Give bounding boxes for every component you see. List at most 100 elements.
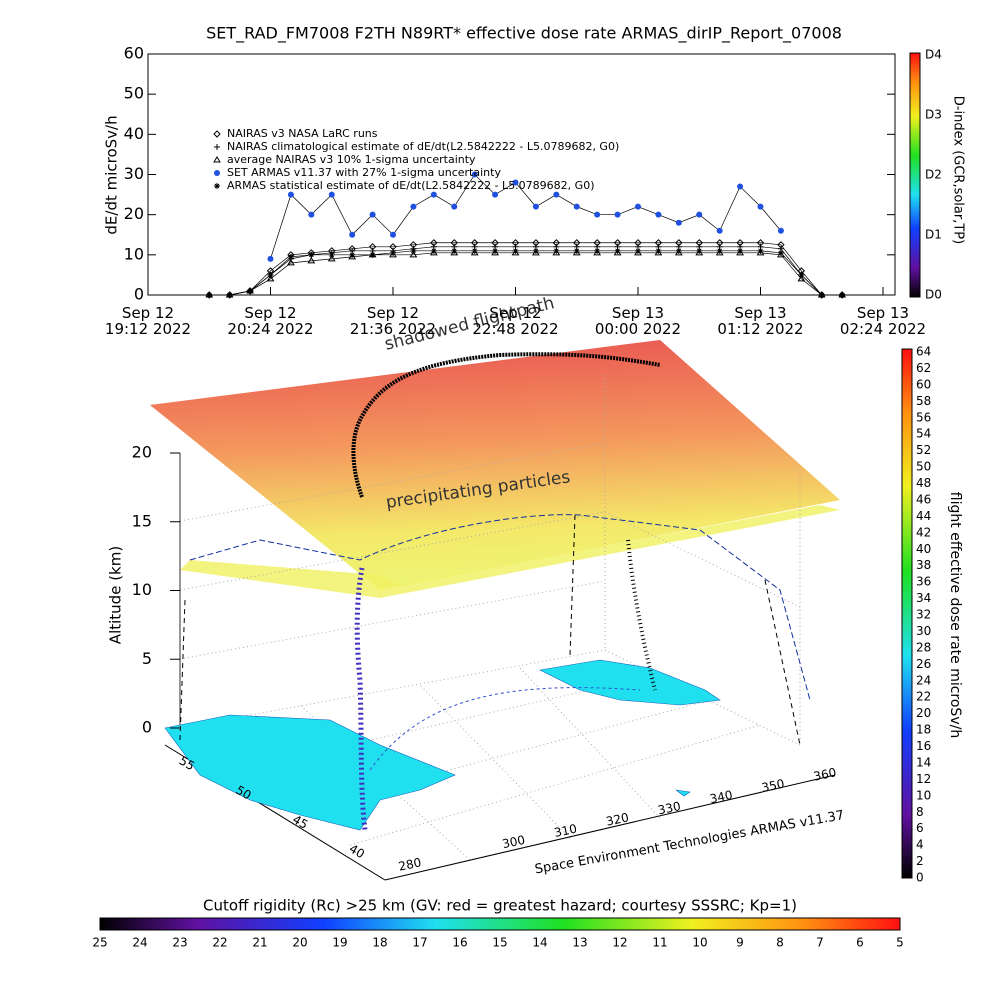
legend-symbol	[213, 130, 221, 138]
rigidity-tick-label: 18	[372, 936, 387, 950]
lat-tick-label: 40	[347, 842, 367, 862]
data-point	[492, 191, 499, 198]
d-index-title: D-index (GCR,solar,TP)	[951, 96, 966, 244]
lat-tick-label: 50	[233, 783, 253, 803]
data-point	[512, 179, 519, 186]
data-point	[716, 227, 723, 234]
dose-tick-label: 12	[916, 772, 931, 786]
z-tick-label: 10	[132, 580, 152, 599]
rigidity-tick-label: 7	[816, 936, 824, 950]
dose-tick-label: 22	[916, 690, 931, 704]
lon-tick-label: 330	[657, 799, 682, 817]
data-point	[594, 247, 601, 254]
data-point	[390, 249, 396, 256]
data-point	[226, 292, 233, 298]
data-point	[675, 247, 682, 254]
dose-tick-label: 54	[916, 427, 931, 441]
series-line	[209, 246, 843, 296]
data-point	[349, 231, 356, 238]
dose-tick-label: 46	[916, 492, 931, 506]
data-point	[328, 251, 335, 258]
lon-tick-label: 320	[605, 810, 630, 828]
legend-symbol	[214, 170, 220, 176]
lat-tick-label: 55	[177, 754, 197, 774]
dose-tick-label: 62	[916, 361, 931, 375]
series-line	[209, 250, 843, 296]
dose-tick-label: 56	[916, 410, 931, 424]
dose-tick-label: 26	[916, 657, 931, 671]
data-point	[267, 271, 274, 278]
y-tick-label: 40	[124, 124, 144, 143]
x-tick-label: Sep 12 19:12 2022	[104, 304, 192, 338]
data-point	[696, 247, 703, 254]
data-point	[287, 258, 295, 266]
data-point	[797, 274, 806, 282]
dose-tick-label: 58	[916, 394, 931, 408]
credit: Space Environment Technologies ARMAS v11…	[534, 808, 846, 877]
x-tick-label: Sep 12 20:24 2022	[227, 304, 314, 338]
rigidity-tick-label: 19	[332, 936, 347, 950]
data-point	[573, 247, 580, 254]
z-tick-label: 5	[142, 649, 152, 668]
x-tick-label: Sep 12 21:36 2022	[349, 304, 437, 338]
data-point	[369, 251, 376, 258]
data-point	[349, 251, 356, 258]
y-axis-label: dE/dt microSv/h	[103, 115, 121, 234]
legend-label: NAIRAS climatological estimate of dE/dt(…	[227, 140, 619, 153]
dose-tick-label: 18	[916, 723, 931, 737]
dose-tick-label: 44	[916, 509, 931, 523]
dose-tick-label: 4	[916, 838, 924, 852]
x-tick-label: Sep 13 01:12 2022	[717, 304, 804, 338]
d-index-label: D3	[925, 108, 942, 122]
data-point	[532, 203, 539, 210]
dose-tick-label: 64	[916, 345, 931, 359]
data-point	[409, 250, 418, 258]
z-tick-label: 0	[142, 718, 152, 737]
data-point	[614, 247, 621, 254]
data-point	[635, 247, 641, 254]
z-tick-label: 20	[132, 443, 152, 462]
data-point	[512, 247, 519, 254]
data-point	[614, 211, 621, 218]
data-point	[430, 191, 437, 198]
data-point	[390, 231, 396, 238]
dose-tick-label: 38	[916, 558, 931, 572]
dose-sheet-edge	[180, 505, 840, 598]
z-tick-label: 15	[132, 511, 152, 530]
rigidity-tick-label: 13	[572, 936, 587, 950]
data-point	[573, 203, 580, 210]
dose-tick-label: 34	[916, 591, 931, 605]
data-point	[410, 247, 417, 254]
data-point	[594, 211, 601, 218]
legend-label: NAIRAS v3 NASA LaRC runs	[227, 127, 378, 140]
dose-tick-label: 50	[916, 460, 931, 474]
rigidity-tick-label: 16	[452, 936, 467, 950]
data-point	[757, 203, 764, 210]
data-point	[737, 183, 744, 190]
data-point	[532, 247, 539, 254]
dose-tick-label: 28	[916, 640, 931, 654]
lon-tick-label: 360	[812, 765, 837, 783]
data-point	[267, 255, 274, 262]
legend-symbol	[214, 144, 220, 150]
y-tick-label: 20	[124, 204, 144, 223]
lon-tick-label: 280	[397, 855, 422, 873]
legend-label: average NAIRAS v3 10% 1-sigma uncertaint…	[227, 153, 476, 166]
data-point	[655, 247, 662, 254]
rigidity-tick-label: 21	[252, 936, 267, 950]
data-point	[410, 203, 417, 210]
x-tick-label: Sep 13 00:00 2022	[594, 304, 682, 338]
dose-tick-label: 60	[916, 377, 931, 391]
data-point	[369, 211, 376, 218]
legend-label: SET ARMAS v11.37 with 27% 1-sigma uncert…	[227, 166, 501, 179]
data-point	[492, 247, 499, 254]
dose-colorbar	[901, 348, 913, 879]
y-tick-label: 10	[124, 244, 144, 263]
rigidity-tick-label: 5	[896, 936, 904, 950]
dose-tick-label: 52	[916, 443, 931, 457]
rigidity-tick-label: 15	[492, 936, 507, 950]
lon-tick-label: 340	[708, 788, 733, 806]
data-point	[308, 211, 315, 218]
legend-symbol	[214, 183, 220, 189]
